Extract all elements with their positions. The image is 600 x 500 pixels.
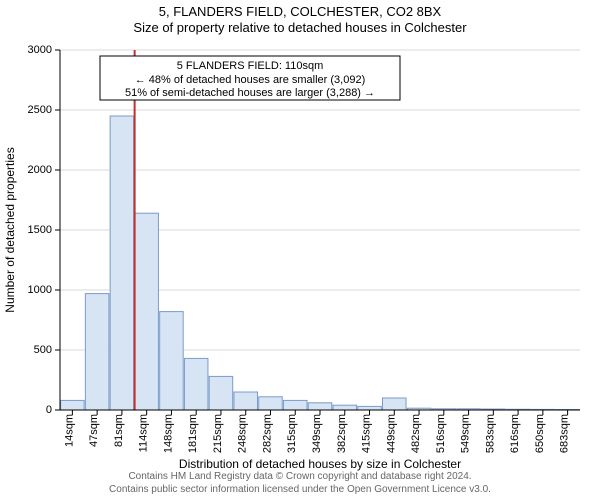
- histogram-chart: 0 500 1000 1500 2000 2500 3000 14sqm 47sqm 81sqm…: [0, 40, 600, 480]
- svg-text:500: 500: [34, 344, 52, 356]
- bar: [110, 116, 134, 410]
- bar: [61, 400, 85, 410]
- svg-text:616sqm: 616sqm: [509, 414, 521, 453]
- bar: [234, 392, 258, 410]
- bar: [283, 400, 307, 410]
- svg-text:0: 0: [46, 404, 52, 416]
- svg-text:1000: 1000: [28, 284, 52, 296]
- bar: [209, 376, 233, 410]
- page: 5, FLANDERS FIELD, COLCHESTER, CO2 8BX S…: [0, 0, 600, 500]
- footer-line-1: Contains HM Land Registry data © Crown c…: [0, 470, 600, 483]
- y-axis-label: Number of detached properties: [3, 147, 17, 312]
- svg-text:449sqm: 449sqm: [385, 414, 397, 453]
- page-title: 5, FLANDERS FIELD, COLCHESTER, CO2 8BX: [0, 4, 600, 19]
- svg-text:148sqm: 148sqm: [162, 414, 174, 453]
- x-tick-labels: 14sqm 47sqm 81sqm 114sqm 148sqm 181sqm 215sqm 2…: [63, 414, 570, 453]
- annotation-line-1: 5 FLANDERS FIELD: 110sqm: [177, 60, 324, 72]
- x-axis-label: Distribution of detached houses by size …: [179, 457, 461, 471]
- svg-text:315sqm: 315sqm: [286, 414, 298, 453]
- y-tick-labels: 0 500 1000 1500 2000 2500 3000: [28, 44, 52, 416]
- svg-text:482sqm: 482sqm: [410, 414, 422, 453]
- footer-line-2: Contains public sector information licen…: [0, 483, 600, 496]
- svg-text:516sqm: 516sqm: [435, 414, 447, 453]
- svg-text:415sqm: 415sqm: [361, 414, 373, 453]
- svg-text:248sqm: 248sqm: [237, 414, 249, 453]
- svg-text:282sqm: 282sqm: [261, 414, 273, 453]
- svg-text:549sqm: 549sqm: [460, 414, 472, 453]
- svg-text:114sqm: 114sqm: [138, 414, 150, 452]
- footer: Contains HM Land Registry data © Crown c…: [0, 470, 600, 496]
- bar: [160, 312, 184, 410]
- annotation-line-2: ← 48% of detached houses are smaller (3,…: [135, 74, 366, 86]
- bar: [259, 397, 283, 410]
- bar: [358, 406, 382, 410]
- svg-text:2500: 2500: [28, 104, 52, 116]
- bar: [333, 405, 357, 410]
- svg-text:650sqm: 650sqm: [534, 414, 546, 453]
- svg-text:14sqm: 14sqm: [63, 414, 75, 447]
- svg-text:382sqm: 382sqm: [336, 414, 348, 453]
- svg-text:349sqm: 349sqm: [311, 414, 323, 453]
- svg-text:47sqm: 47sqm: [88, 414, 100, 447]
- svg-text:1500: 1500: [28, 224, 52, 236]
- svg-text:81sqm: 81sqm: [113, 414, 125, 447]
- bar: [383, 398, 407, 410]
- bars: [61, 116, 580, 410]
- svg-text:3000: 3000: [28, 44, 52, 56]
- svg-text:583sqm: 583sqm: [484, 414, 496, 453]
- bar: [135, 213, 159, 410]
- svg-text:181sqm: 181sqm: [187, 414, 199, 453]
- svg-text:2000: 2000: [28, 164, 52, 176]
- annotation-box: 5 FLANDERS FIELD: 110sqm ← 48% of detache…: [100, 56, 400, 100]
- svg-text:215sqm: 215sqm: [212, 414, 224, 453]
- bar: [184, 358, 208, 410]
- bar: [85, 294, 109, 410]
- page-subtitle: Size of property relative to detached ho…: [0, 20, 600, 35]
- bar: [308, 403, 332, 410]
- annotation-line-3: 51% of semi-detached houses are larger (…: [125, 87, 375, 99]
- svg-text:683sqm: 683sqm: [559, 414, 571, 453]
